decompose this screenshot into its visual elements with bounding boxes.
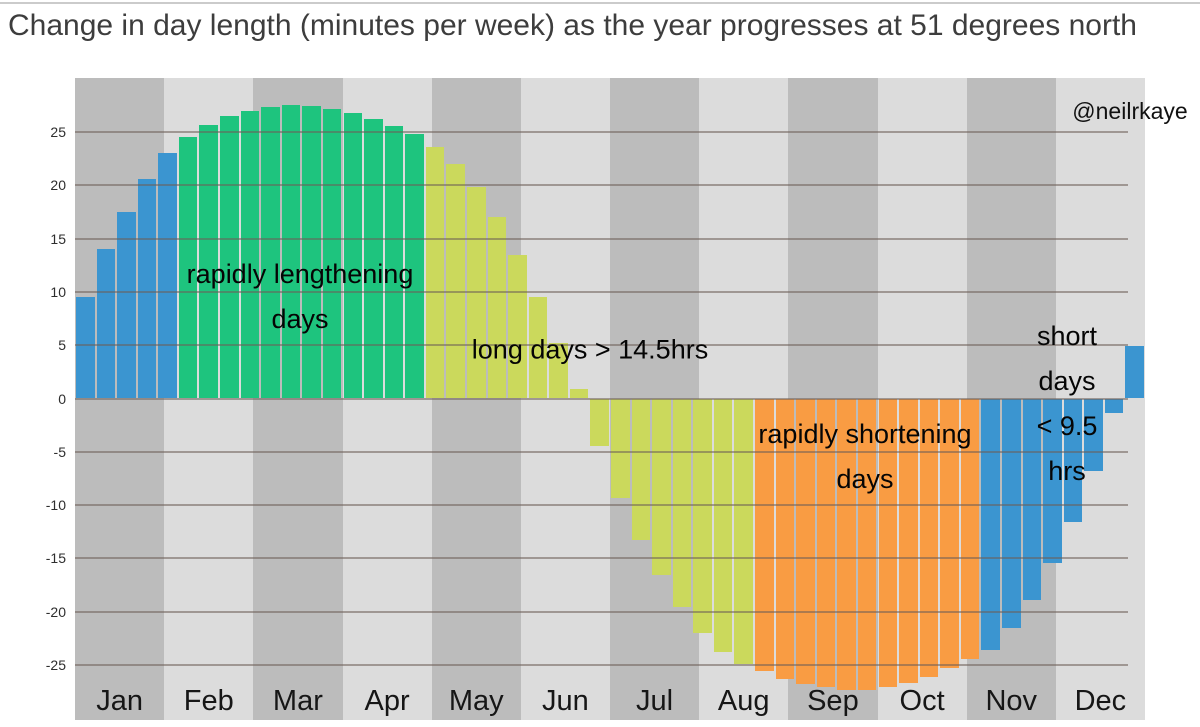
chart-title: Change in day length (minutes per week) … [8, 9, 1137, 42]
y-tick-label--15: -15 [45, 550, 66, 567]
week-bar [528, 297, 548, 399]
attribution-handle: @neilrkaye [1072, 98, 1188, 124]
week-bar [631, 398, 651, 541]
week-bar [693, 398, 712, 634]
y-tick-label-20: 20 [50, 177, 66, 194]
gridline-15 [75, 237, 1128, 240]
week-bar [384, 125, 404, 399]
week-bar [734, 398, 754, 664]
month-label-aug: Aug [717, 685, 770, 717]
gridline-5 [75, 344, 1128, 347]
week-bar [117, 211, 136, 399]
gridline-25 [75, 131, 1128, 133]
week-bar [919, 398, 939, 677]
week-bar [569, 388, 589, 399]
month-label-jan: Jan [96, 685, 143, 717]
month-label-apr: Apr [364, 685, 410, 717]
plot-area: Jan Feb Mar Apr May Jun Jul Aug Sep Oct Nov Dec @ne… [75, 78, 1188, 720]
gridline-0 [75, 397, 1128, 400]
week-bar [240, 110, 260, 399]
week-bar [76, 297, 95, 399]
month-label-jul: Jul [636, 685, 674, 717]
week-bar [1043, 398, 1062, 563]
gridline-10 [75, 290, 1128, 293]
gridline--25 [75, 664, 1128, 666]
y-tick-label--25: -25 [45, 657, 66, 673]
annotation-short-days: short days < 9.5 hrs [1036, 321, 1098, 486]
week-bar [940, 398, 959, 669]
week-bar [590, 398, 609, 447]
week-bar [1125, 346, 1144, 399]
week-bar [878, 398, 898, 688]
week-bar [487, 217, 507, 399]
week-bar [364, 119, 383, 399]
week-bar [755, 398, 774, 672]
week-bar [137, 178, 157, 399]
month-label-jun: Jun [542, 685, 589, 717]
week-bar [857, 398, 877, 690]
week-bar [508, 254, 527, 399]
week-bar [672, 398, 692, 608]
week-bar [549, 343, 568, 399]
y-tick-label--20: -20 [45, 603, 66, 620]
week-bar [1063, 398, 1083, 523]
top-border-line [0, 2, 1200, 4]
week-bar [1022, 398, 1042, 600]
week-bar [96, 249, 116, 399]
week-bar [425, 146, 445, 399]
y-tick-label-10: 10 [50, 283, 66, 300]
month-label-nov: Nov [985, 685, 1038, 717]
week-bar [405, 134, 424, 399]
week-bar [981, 398, 1000, 651]
month-label-sep: Sep [807, 685, 859, 717]
y-tick-label--5: -5 [53, 443, 66, 460]
annotation-rapidly-lengthening: rapidly lengthening days [186, 259, 414, 334]
week-bar [1001, 398, 1021, 628]
annotation-rapidly-shortening: rapidly shortening days [758, 419, 972, 494]
month-label-may: May [448, 685, 504, 717]
month-label-dec: Dec [1074, 685, 1127, 717]
week-bar [199, 124, 219, 399]
y-tick-label-15: 15 [50, 230, 66, 247]
week-bar [220, 116, 239, 399]
y-tick-label-0: 0 [58, 390, 66, 407]
week-bar [1104, 398, 1124, 414]
y-tick-label-5: 5 [58, 337, 66, 354]
gridline--20 [75, 610, 1128, 613]
gridline-20 [75, 184, 1128, 187]
week-bar [322, 108, 342, 399]
week-bar [343, 112, 363, 399]
week-bar [611, 398, 630, 498]
gridline--15 [75, 557, 1128, 560]
month-label-feb: Feb [183, 685, 234, 717]
week-bar [1084, 398, 1103, 471]
week-bar [816, 398, 836, 688]
y-tick-label--10: -10 [45, 497, 66, 514]
week-bar [775, 398, 795, 679]
week-bar [281, 105, 301, 399]
week-bar [446, 163, 465, 399]
week-bar [302, 106, 321, 399]
month-label-oct: Oct [899, 685, 945, 717]
week-bar [261, 107, 280, 399]
week-bar [796, 398, 815, 685]
week-bar [652, 398, 671, 576]
week-bar [158, 153, 177, 399]
week-bar [960, 398, 980, 659]
y-tick-label-25: 25 [50, 124, 66, 140]
week-bar [178, 137, 198, 399]
week-bar [713, 398, 733, 653]
gridline--10 [75, 504, 1128, 507]
gridline--5 [75, 450, 1128, 453]
week-bar [837, 398, 856, 690]
month-label-mar: Mar [272, 685, 323, 717]
annotation-long-days: long days > 14.5hrs [471, 334, 709, 365]
